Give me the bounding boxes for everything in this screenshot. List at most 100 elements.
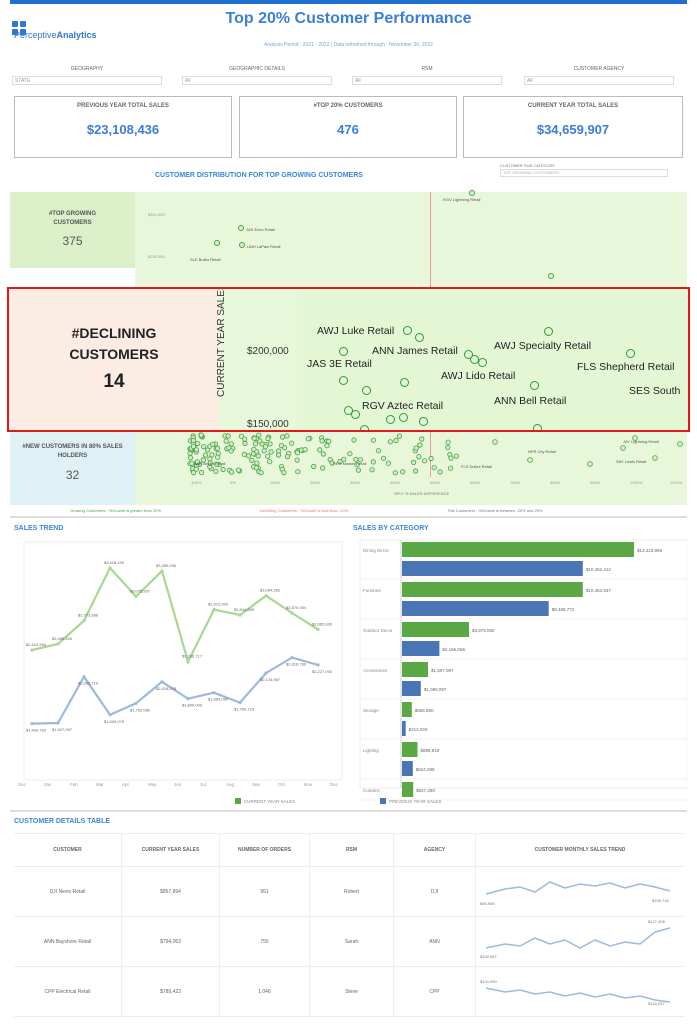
trend-point[interactable] (264, 594, 268, 598)
trend-point[interactable] (56, 642, 60, 646)
scatter-point (246, 453, 252, 459)
subcategory-filter[interactable]: CUSTOMER SUB CATEGORY TOP GROWING CUSTOM… (500, 163, 668, 177)
trend-point[interactable] (134, 594, 138, 598)
previous-bar[interactable] (402, 681, 421, 696)
scatter-point[interactable] (339, 347, 348, 356)
trend-point[interactable] (186, 697, 190, 701)
scatter-point (445, 444, 451, 450)
x-tick: 400% (390, 480, 401, 485)
scatter-point (256, 432, 262, 438)
bar-label: $624,099 (416, 767, 435, 772)
current-bar[interactable] (402, 542, 634, 557)
trend-point[interactable] (30, 648, 34, 652)
scatter-point[interactable] (415, 333, 424, 342)
table-row[interactable]: CPP Electrical Retail $789,423 1,046 Ste… (14, 967, 684, 1017)
trend-point[interactable] (186, 660, 190, 664)
scatter-point[interactable] (239, 242, 245, 248)
scatter-point (392, 470, 398, 476)
scatter-point[interactable] (362, 386, 371, 395)
declining-panel: #DECLINING CUSTOMERS 14 (9, 289, 219, 429)
filter-select[interactable]: All (352, 76, 502, 85)
filter-geographic-details[interactable]: GEOGRAPHIC DETAILS All (182, 66, 332, 85)
current-bar[interactable] (402, 582, 583, 597)
scatter-point[interactable] (419, 417, 428, 426)
scatter-point (265, 435, 271, 442)
filter-select[interactable]: All (182, 76, 332, 85)
scatter-point (190, 437, 197, 443)
point-label: SES South (629, 385, 681, 397)
previous-bar[interactable] (402, 761, 413, 776)
trend-point[interactable] (160, 680, 164, 684)
column-header[interactable]: CURRENT YEAR SALES (122, 834, 220, 866)
trend-point[interactable] (56, 721, 60, 725)
subcategory-select[interactable]: TOP GROWING CUSTOMERS (500, 169, 668, 177)
scatter-point[interactable] (530, 381, 539, 390)
scatter-point[interactable] (533, 424, 542, 430)
trend-point[interactable] (134, 701, 138, 705)
filter-geography[interactable]: GEOGRAPHY STATE (12, 66, 162, 85)
filter-label: CUSTOMER AGENCY (573, 66, 625, 72)
trend-point[interactable] (264, 671, 268, 675)
previous-bar[interactable] (402, 721, 406, 736)
scatter-point[interactable] (214, 240, 220, 246)
column-header[interactable]: CUSTOMER MONTHLY SALES TREND (534, 847, 626, 853)
data-label: $3,428,109 (104, 560, 125, 565)
current-bar[interactable] (402, 702, 412, 717)
current-bar[interactable] (402, 782, 414, 797)
current-bar[interactable] (402, 662, 428, 677)
trend-point[interactable] (108, 566, 112, 570)
customer-cell: CPP Electrical Retail (14, 967, 122, 1016)
trend-point[interactable] (212, 691, 216, 695)
filter-select[interactable]: STATE (12, 76, 162, 85)
trend-point[interactable] (30, 722, 34, 726)
filter-customer-agency[interactable]: CUSTOMER AGENCY All (524, 66, 674, 85)
scatter-point (370, 437, 376, 443)
category-label: Lighting (363, 748, 379, 753)
filter-rsm[interactable]: RSM All (352, 66, 502, 85)
trend-point[interactable] (238, 613, 242, 617)
scatter-point[interactable] (464, 350, 473, 359)
kpi-previous-year-sales: PREVIOUS YEAR TOTAL SALES $23,108,436 (14, 96, 232, 158)
previous-bar[interactable] (402, 601, 549, 616)
trend-point[interactable] (290, 656, 294, 660)
scatter-point[interactable] (403, 326, 412, 335)
scatter-point (413, 445, 419, 451)
current-bar[interactable] (402, 742, 418, 757)
bar-label: $213,026 (409, 727, 428, 732)
x-tick: 300% (350, 480, 361, 485)
previous-bar[interactable] (402, 641, 440, 656)
filter-select[interactable]: All (524, 76, 674, 85)
scatter-point (302, 447, 308, 453)
scatter-point[interactable] (548, 273, 554, 279)
column-header[interactable]: CUSTOMER (14, 834, 122, 866)
scatter-point[interactable] (386, 415, 395, 424)
trend-point[interactable] (238, 701, 242, 705)
table-row[interactable]: ANN Bayshore Retail $794,063 755 Sarah A… (14, 917, 684, 967)
current-bar[interactable] (402, 622, 469, 637)
scatter-point[interactable] (400, 378, 409, 387)
scatter-point[interactable] (238, 225, 244, 231)
trend-point[interactable] (108, 713, 112, 717)
column-header[interactable]: NUMBER OF ORDERS (220, 834, 310, 866)
scatter-point (223, 438, 229, 444)
table-row[interactable]: DJI Nevio Retail $867,894 951 Robert DJI… (14, 867, 684, 917)
scatter-point[interactable] (339, 376, 348, 385)
trend-point[interactable] (82, 619, 86, 623)
previous-bar[interactable] (402, 561, 583, 576)
scatter-point[interactable] (360, 425, 369, 430)
scatter-point[interactable] (399, 413, 408, 422)
scatter-point[interactable] (478, 358, 487, 367)
scatter-point[interactable] (351, 410, 360, 419)
trend-point[interactable] (316, 663, 320, 667)
trend-point[interactable] (82, 675, 86, 679)
trend-point[interactable] (212, 608, 216, 612)
analysis-period: Analysis Period : 2021 - 2022 | Data ref… (264, 42, 433, 48)
scatter-point[interactable] (544, 327, 553, 336)
trend-point[interactable] (290, 611, 294, 615)
scatter-point[interactable] (469, 190, 475, 196)
trend-point[interactable] (316, 627, 320, 631)
scatter-point[interactable] (626, 349, 635, 358)
column-header[interactable]: RSM (310, 834, 394, 866)
column-header[interactable]: AGENCY (394, 834, 476, 866)
trend-point[interactable] (160, 569, 164, 573)
